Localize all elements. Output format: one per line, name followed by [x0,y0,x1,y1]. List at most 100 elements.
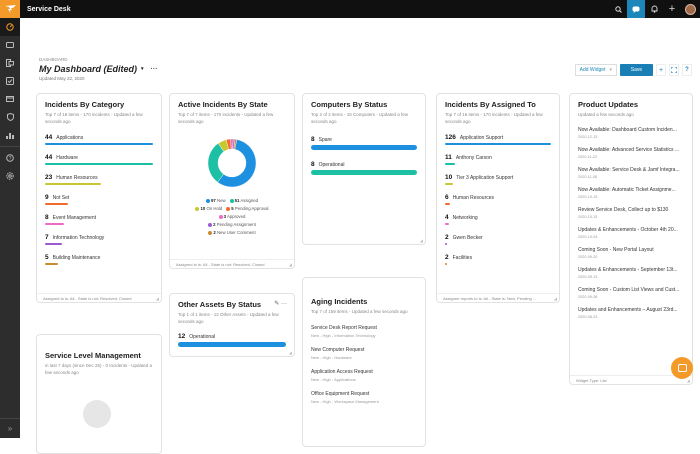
incident-title[interactable]: Application Access Request [311,368,373,375]
bar-value: 2 [445,234,449,242]
update-title[interactable]: Updates & Enhancements - October 4th 20.… [578,226,678,233]
bar-row[interactable]: 11 Anthony Carson [445,154,551,166]
resize-handle-icon[interactable]: ◢ [553,296,557,301]
user-avatar[interactable] [685,3,696,15]
legend-item[interactable]: 5 Pending Approval [226,206,269,211]
update-title[interactable]: Coming Soon - Custom List Views and Cust… [578,286,680,293]
legend-item[interactable]: 2 New User Comment [208,230,256,235]
incident-title[interactable]: Service Desk Report Request [311,324,377,331]
widget-other-assets-by-status[interactable]: Other Assets By Status ✎ ··· Top 1 of 1 … [169,293,295,357]
bar-label: Anthony Carson [455,155,492,162]
assets-icon[interactable] [0,54,20,72]
list-item[interactable]: Coming Soon - Custom List Views and Cust… [578,287,684,299]
bar [445,183,454,186]
reports-icon[interactable] [0,126,20,144]
bar-row[interactable]: 8 Operational [311,161,417,176]
chat-support-button[interactable] [671,357,693,379]
bar-row[interactable]: 8 Event Management [45,214,153,226]
settings-icon[interactable] [0,167,20,185]
catalog-icon[interactable] [0,90,20,108]
list-item[interactable]: Coming Soon - New Portal Layout 2020-09-2… [578,247,684,259]
resize-handle-icon[interactable]: ◢ [155,296,159,301]
expand-sidebar-button[interactable]: » [0,418,20,438]
incident-title[interactable]: New Computer Request [311,346,365,353]
bar-row[interactable]: 6 Human Resources [445,194,551,206]
widget-subtitle: Top 2 of 2 items - 16 Computers - Update… [311,112,409,124]
bell-icon[interactable] [645,0,663,18]
bar-row[interactable]: 44 Applications [45,134,153,146]
widget-computers-by-status[interactable]: Computers By Status Top 2 of 2 items - 1… [302,93,426,245]
donut-chart[interactable] [178,137,286,189]
list-item[interactable]: New Computer Request New - High - Hardwar… [311,347,417,360]
resize-handle-icon[interactable]: ◢ [686,378,690,383]
list-item[interactable]: Application Access Request New - High - A… [311,369,417,382]
list-item[interactable]: Now Available: Dashboard Custom Inciden.… [578,127,684,139]
list-item[interactable]: Updates & Enhancements - October 4th 20.… [578,227,684,239]
bar-row[interactable]: 23 Human Resources [45,174,153,186]
more-options-icon[interactable]: ··· [281,301,287,307]
resize-handle-icon[interactable]: ◢ [419,238,423,243]
chat-icon[interactable] [627,0,645,18]
bar-row[interactable]: 5 Building Maintenance [45,254,153,266]
legend-item[interactable]: 97 New [205,198,226,203]
update-title[interactable]: Now Available: Service Desk & Jamf Integ… [578,166,680,173]
tasks-icon[interactable] [0,72,20,90]
tickets-icon[interactable] [0,36,20,54]
update-title[interactable]: Now Available: Automatic Ticket Assignme… [578,186,676,193]
dashboard-icon[interactable] [0,18,20,36]
bar-value: 7 [45,234,49,242]
bar-row[interactable]: 12 Operational [178,333,286,348]
add-widget-dropdown[interactable]: Add Widget ▾ [574,64,617,76]
resize-handle-icon[interactable]: ◢ [288,350,292,355]
help-icon[interactable]: ? [0,149,20,167]
title-dropdown-icon[interactable]: ▾ [141,66,144,72]
resize-handle-icon[interactable]: ◢ [288,262,292,267]
update-title[interactable]: Now Available: Dashboard Custom Inciden.… [578,126,677,133]
list-item[interactable]: Updates & Enhancements - September 13t..… [578,267,684,279]
list-item[interactable]: Now Available: Advanced Service Statisti… [578,147,684,159]
security-icon[interactable] [0,108,20,126]
legend-item[interactable]: 3 Approved [218,214,245,219]
widget-title: Product Updates [578,100,639,109]
bar-value: 4 [445,214,449,222]
widget-active-incidents-by-state[interactable]: Active Incidents By State Top 7 of 7 ite… [169,93,295,269]
bar-row[interactable]: 44 Hardware [45,154,153,166]
widget-incidents-by-category[interactable]: Incidents By Category Top 7 of 18 items … [36,93,162,303]
add-icon[interactable]: + [656,64,666,76]
bar-row[interactable]: 4 Networking [445,214,551,226]
bar-row[interactable]: 126 Application Support [445,134,551,146]
search-icon[interactable] [609,0,627,18]
update-title[interactable]: Coming Soon - New Portal Layout [578,246,654,253]
bar-row[interactable]: 8 Spare [311,136,417,151]
update-title[interactable]: Review Service Desk, Collect up to $130 [578,206,669,213]
logo-icon[interactable] [0,0,20,18]
list-item[interactable]: Now Available: Service Desk & Jamf Integ… [578,167,684,179]
edit-icon[interactable]: ✎ [274,301,280,307]
list-item[interactable]: Updates and Enhancements – August 23rd..… [578,307,684,319]
list-item[interactable]: Office Equipment Request New - High - Wor… [311,391,417,404]
list-item[interactable]: Review Service Desk, Collect up to $130 2… [578,207,684,219]
list-item[interactable]: Service Desk Report Request New - High - … [311,325,417,338]
save-button[interactable]: Save [620,64,653,76]
widget-product-updates[interactable]: Product Updates Updated a few seconds ag… [569,93,693,385]
legend-item[interactable]: 51 Assigned [229,198,258,203]
bar-row[interactable]: 7 Information Technology [45,234,153,246]
more-options-icon[interactable]: ··· [150,65,158,73]
bar-row[interactable]: 2 Facilities [445,254,551,266]
plus-icon[interactable]: + [668,3,676,15]
incident-title[interactable]: Office Equipment Request [311,390,370,397]
widget-aging-incidents[interactable]: Aging Incidents Top 7 of 159 items - Upd… [302,277,426,447]
update-title[interactable]: Updates & Enhancements - September 13t..… [578,266,678,273]
help-button[interactable]: ? [682,64,692,76]
widget-service-level-management[interactable]: Service Level Management in last 7 days … [36,334,162,454]
bar-row[interactable]: 2 Gwen Becker [445,234,551,246]
legend-item[interactable]: 2 Pending Assignment [208,222,256,227]
list-item[interactable]: Now Available: Automatic Ticket Assignme… [578,187,684,199]
legend-item[interactable]: 10 On Hold [195,206,222,211]
update-title[interactable]: Now Available: Advanced Service Statisti… [578,146,680,153]
bar-row[interactable]: 10 Tier 3 Application Support [445,174,551,186]
bar-row[interactable]: 9 Not Set [45,194,153,206]
update-title[interactable]: Updates and Enhancements – August 23rd..… [578,306,678,313]
widget-incidents-by-assigned-to[interactable]: Incidents By Assigned To Top 7 of 16 ite… [436,93,560,303]
fullscreen-icon[interactable] [669,64,679,76]
